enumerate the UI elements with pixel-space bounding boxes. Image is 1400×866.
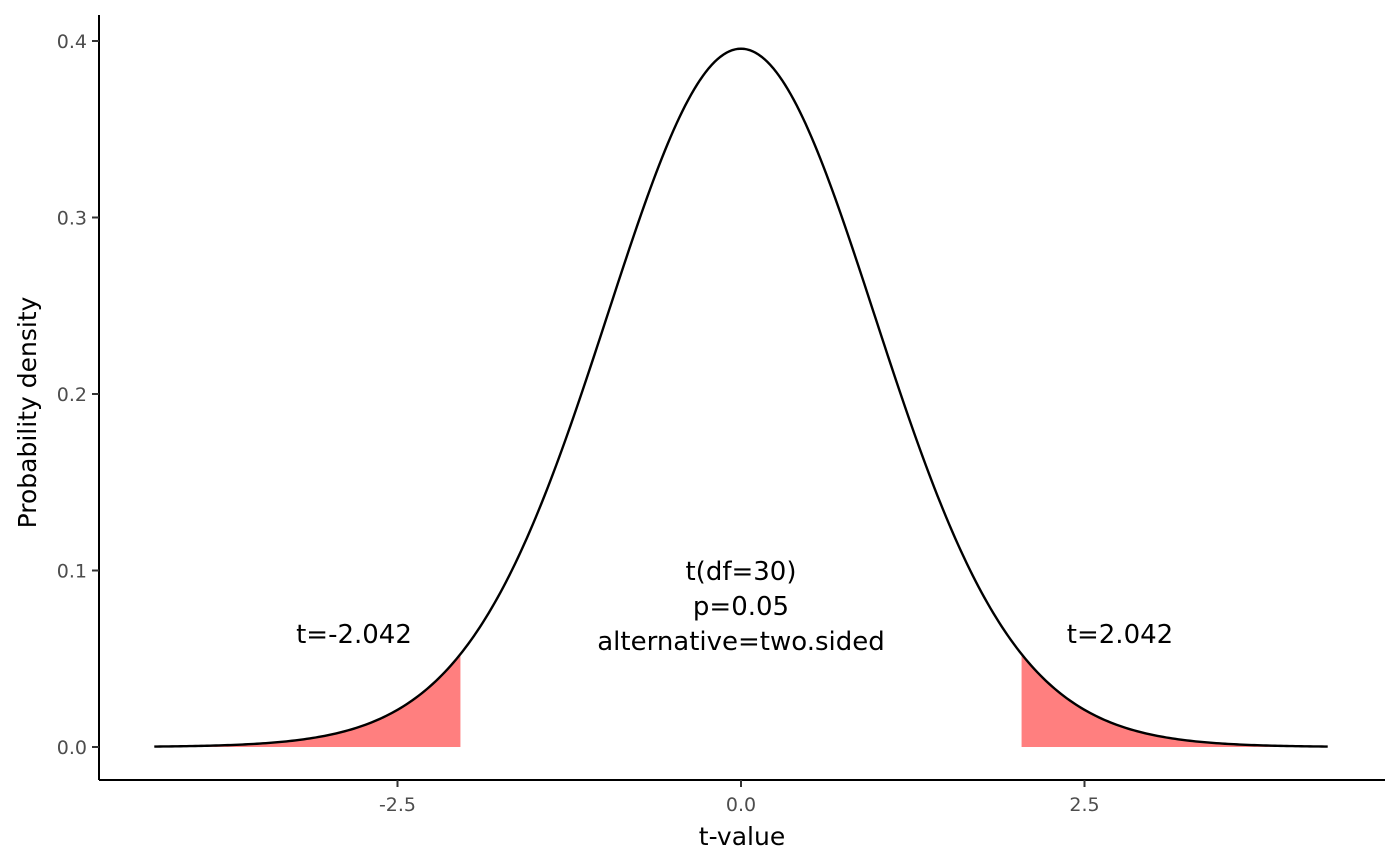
- y-tick-label: 0.3: [57, 208, 87, 230]
- y-axis-ticks: 0.0 0.1 0.2 0.3 0.4: [57, 31, 99, 759]
- y-tick-label: 0.0: [57, 737, 87, 759]
- left-critical-label: t=-2.042: [296, 620, 412, 650]
- y-axis-title: Probability density: [13, 296, 42, 528]
- axes: [98, 15, 1385, 781]
- x-tick-label: -2.5: [379, 794, 416, 816]
- y-tick-label: 0.2: [57, 384, 87, 406]
- center-label-alternative: alternative=two.sided: [597, 627, 885, 657]
- x-axis-title: t-value: [699, 822, 785, 851]
- center-label-p-value: p=0.05: [693, 592, 789, 622]
- right-rejection-region: [1021, 654, 1328, 747]
- rejection-regions: [154, 654, 1328, 747]
- center-label-distribution: t(df=30): [685, 557, 796, 587]
- y-tick-label: 0.4: [57, 31, 87, 53]
- x-tick-label: 2.5: [1069, 794, 1099, 816]
- x-tick-label: 0.0: [726, 794, 756, 816]
- right-critical-label: t=2.042: [1067, 620, 1173, 650]
- y-tick-label: 0.1: [57, 561, 87, 583]
- x-axis-ticks: -2.5 0.0 2.5: [379, 780, 1100, 816]
- left-rejection-region: [154, 654, 461, 747]
- density-curve: [154, 47, 1328, 748]
